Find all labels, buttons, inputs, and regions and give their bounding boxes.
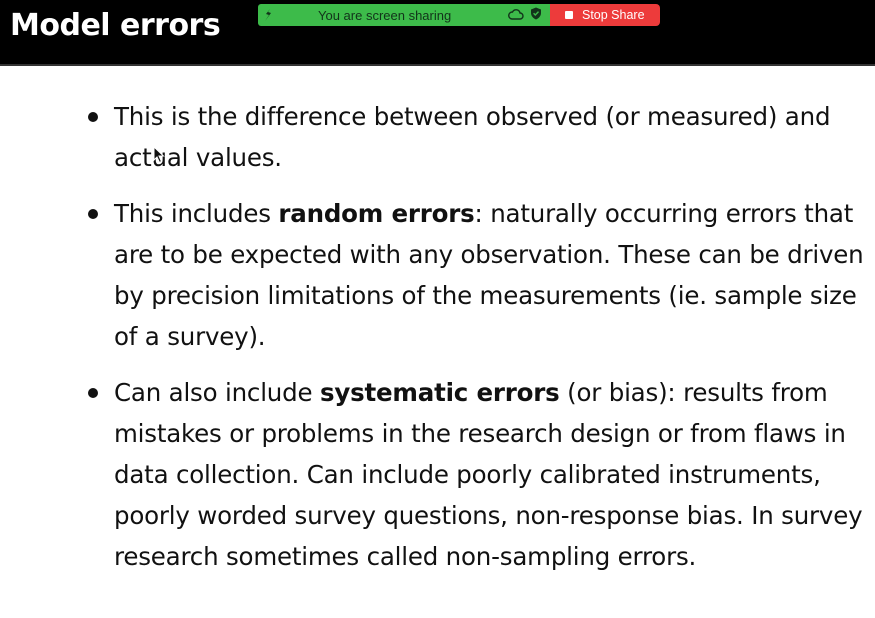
- stop-share-button[interactable]: Stop Share: [550, 4, 660, 26]
- slide-title-bar: Model errors You are screen sharing: [0, 0, 875, 66]
- bullet-text-lead: This includes: [114, 199, 279, 228]
- bullet-dot: [88, 209, 98, 219]
- bullet-bold-term: systematic errors: [319, 378, 560, 407]
- bullet-item: This includes random errors: naturally o…: [88, 193, 868, 357]
- bullet-text: This is the difference between observed …: [114, 102, 831, 172]
- bullet-text-lead: Can also include: [114, 378, 320, 407]
- shield-check-icon: [530, 7, 542, 25]
- bullet-bold-term: random errors: [278, 199, 475, 228]
- bullet-dot: [88, 388, 98, 398]
- bullet-text-rest: (or bias): results from mistakes or prob…: [114, 378, 863, 571]
- stop-share-label: Stop Share: [582, 8, 645, 22]
- drag-handle-icon[interactable]: [258, 4, 278, 26]
- slide-content: This is the difference between observed …: [88, 96, 868, 592]
- stop-icon: [565, 11, 573, 19]
- bullet-item: Can also include systematic errors (or b…: [88, 372, 868, 577]
- bullet-dot: [88, 112, 98, 122]
- bullet-text-rest: : naturally occurring errors that are to…: [114, 199, 864, 351]
- mouse-pointer-icon: [153, 145, 165, 169]
- cloud-icon: [508, 7, 524, 25]
- screen-sharing-status-text: You are screen sharing: [318, 7, 452, 23]
- slide-title: Model errors: [10, 8, 221, 43]
- bullet-item: This is the difference between observed …: [88, 96, 868, 178]
- screen-sharing-banner[interactable]: You are screen sharing: [258, 4, 550, 26]
